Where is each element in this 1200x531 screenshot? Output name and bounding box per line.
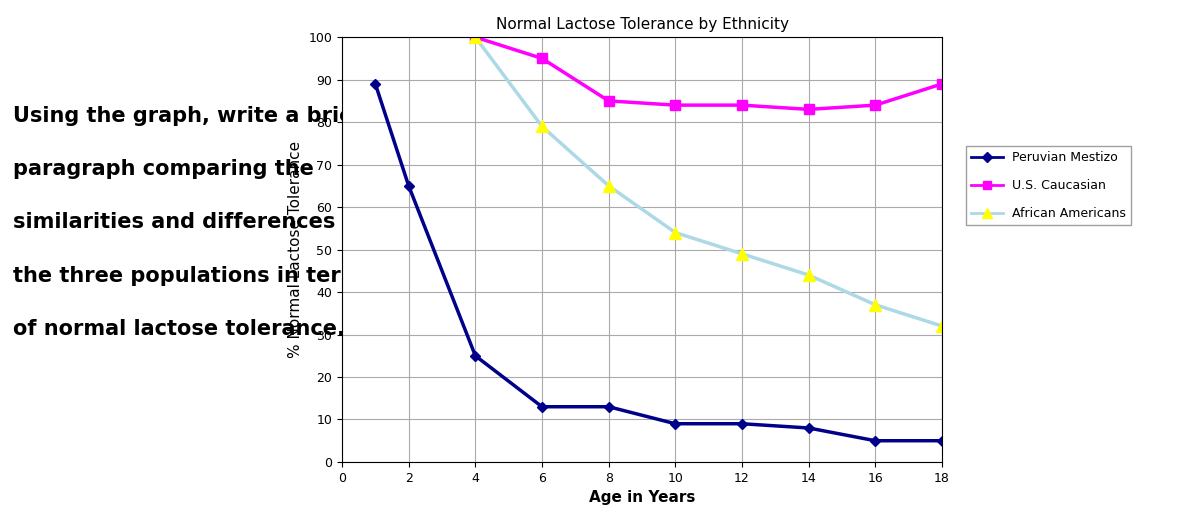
Text: the three populations in terms: the three populations in terms <box>13 266 374 286</box>
Legend: Peruvian Mestizo, U.S. Caucasian, African Americans: Peruvian Mestizo, U.S. Caucasian, Africa… <box>966 147 1132 225</box>
Title: Normal Lactose Tolerance by Ethnicity: Normal Lactose Tolerance by Ethnicity <box>496 17 788 32</box>
Y-axis label: % Normal Lactose Tolerance: % Normal Lactose Tolerance <box>288 141 302 358</box>
Text: of normal lactose tolerance.: of normal lactose tolerance. <box>13 319 344 339</box>
Text: paragraph comparing the: paragraph comparing the <box>13 159 314 179</box>
Text: Using the graph, write a brief: Using the graph, write a brief <box>13 106 362 126</box>
X-axis label: Age in Years: Age in Years <box>589 490 695 506</box>
Text: similarities and differences in: similarities and differences in <box>13 212 365 233</box>
